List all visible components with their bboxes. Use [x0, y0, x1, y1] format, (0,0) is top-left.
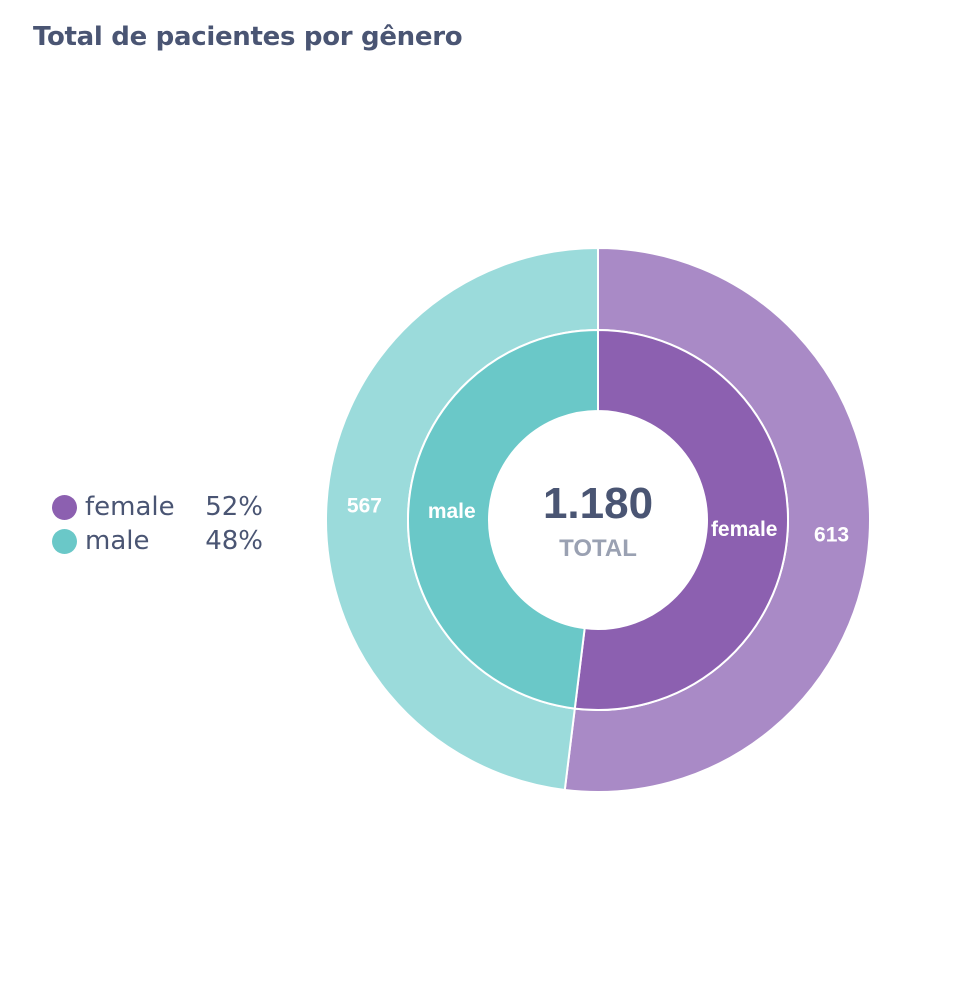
legend-swatch-male [52, 528, 77, 554]
inner-ring [406, 328, 789, 711]
inner-slice-male[interactable] [406, 328, 599, 710]
legend-swatch-female [52, 494, 77, 520]
category-label-female: female [711, 518, 778, 541]
chart-title: Total de pacientes por gênero [33, 22, 463, 52]
center-total-caption: TOTAL [559, 535, 637, 562]
legend-item-female[interactable]: female 52% [52, 490, 263, 524]
legend: female 52% male 48% [52, 490, 263, 558]
inner-slice-female[interactable] [573, 328, 789, 711]
value-label-male: 567 [347, 495, 382, 518]
segment-labels: 613 female 567 male [347, 495, 849, 547]
value-label-female: 613 [814, 523, 849, 546]
legend-item-male[interactable]: male 48% [52, 524, 263, 558]
legend-percent-male: 48% [205, 526, 263, 556]
category-label-male: male [428, 500, 476, 523]
legend-label-male: male [85, 526, 150, 556]
center-total-value: 1.180 [543, 479, 653, 528]
legend-percent-female: 52% [205, 492, 263, 522]
legend-label-female: female [85, 492, 175, 522]
